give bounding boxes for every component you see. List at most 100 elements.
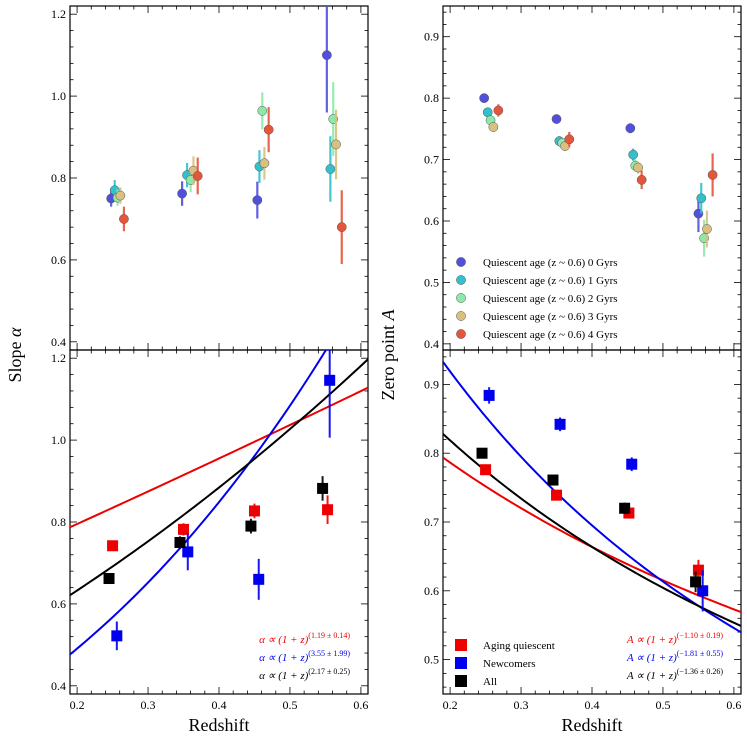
right-ylabel: Zero point A [378,309,398,401]
zp-bottom-fit-line [443,361,741,634]
slope-top-point [177,188,187,199]
zp-top-legend-label: Quiescent age (z ~ 0.6) 0 Gyrs [483,257,618,269]
zp-top-legend-label: Quiescent age (z ~ 0.6) 2 Gyrs [483,293,618,305]
slope-bottom-point [317,482,329,494]
slope-bottom-point [103,573,115,585]
zp-bottom-fit-formula: A ∝ (1 + z) [626,652,677,664]
zp-bottom-point [697,585,709,597]
slope-top-point [115,190,126,201]
zp-top-point [633,162,643,173]
slope-bottom-fit-annotation: α ∝ (1 + z)(1.19 ± 0.14) [259,631,350,646]
zp-top-point [551,114,562,124]
zp-bottom-point [619,502,631,514]
zp-bottom-xtick-label: 0.3 [514,698,529,712]
zp-top-panel: 0.4 0.5 0.6 0.7 0.8 0.9 Quiescent age (z ~ 0.6… [424,5,742,351]
zp-bottom-point [690,576,702,588]
slope-bottom-ytick-label: 1.0 [51,433,66,447]
zp-bottom-point [547,474,559,486]
zp-top-point [636,174,647,185]
zp-bottom-legend-marker [455,639,467,651]
slope-bottom-xtick-label: 0.6 [353,698,368,712]
zp-bottom-ytick-label: 0.7 [424,515,439,529]
slope-top-point [259,158,270,169]
zp-top-ytick-label: 0.9 [424,30,439,44]
slope-bottom-fit-line [70,350,328,656]
zp-top-ytick-label: 0.4 [424,337,439,351]
slope-top-ytick-label: 0.8 [51,171,66,185]
zp-bottom-xtick-label: 0.6 [726,698,741,712]
zp-bottom-fit-line [443,433,741,627]
zp-top-point [696,193,707,204]
zp-top-ytick-label: 0.8 [424,91,439,105]
slope-top-ytick-label: 0.4 [51,335,66,349]
slope-bottom-xlabel: Redshift [189,715,250,735]
zp-top-point [488,122,499,132]
slope-top-ytick-label: 1.0 [51,89,66,103]
zp-bottom-point [483,389,495,401]
zp-top-legend-marker [456,293,466,303]
slope-bottom-point [324,374,336,386]
slope-bottom-fit-annotation: α ∝ (1 + z)(2.17 ± 0.25) [259,667,350,682]
slope-bottom-point [322,504,334,516]
slope-bottom-point [178,523,190,535]
zp-bottom-legend-label: Aging quiescent [483,640,555,652]
zp-bottom-fit-annotation: A ∝ (1 + z)(−1.36 ± 0.26) [626,667,723,682]
zp-bottom-fit-exponent: (−1.10 ± 0.19) [677,631,724,640]
slope-bottom-point [245,520,257,532]
zp-bottom-fit-annotation: A ∝ (1 + z)(−1.10 ± 0.19) [626,631,723,646]
slope-bottom-point [182,546,194,558]
slope-bottom-ytick-label: 0.4 [51,679,66,693]
slope-top-point [336,222,347,232]
zp-top-point [493,105,504,116]
slope-top-point [257,105,268,116]
slope-bottom-frame [69,349,369,695]
slope-top-point [119,214,129,224]
slope-bottom-fit-line [70,386,368,529]
zp-bottom-legend-label: All [483,676,497,688]
slope-bottom-xtick-label: 0.5 [282,698,297,712]
slope-top-ytick-label: 0.6 [51,253,66,267]
zp-bottom-fit-exponent: (−1.81 ± 0.55) [677,649,724,658]
slope-bottom-fit-annotation: α ∝ (1 + z)(3.55 ± 1.99) [259,649,350,664]
slope-top-panel: 0.4 0.6 0.8 1.0 1.2 [51,5,369,351]
zp-top-legend-label: Quiescent age (z ~ 0.6) 3 Gyrs [483,311,618,323]
zp-top-ytick-label: 0.5 [424,275,439,289]
slope-top-point [331,139,341,150]
slope-bottom-xtick-label: 0.2 [70,698,85,712]
zp-top-point [707,170,718,180]
zp-bottom-fit-formula: A ∝ (1 + z) [626,670,677,682]
slope-top-ytick-label: 1.2 [51,7,66,21]
zp-bottom-fit-formula: A ∝ (1 + z) [626,634,677,646]
zp-bottom-legend-marker [455,657,467,669]
slope-bottom-point [107,540,119,552]
zp-bottom-ytick-label: 0.6 [424,584,439,598]
zp-bottom-legend-marker [455,675,467,687]
zp-top-ytick-label: 0.6 [424,214,439,228]
zp-bottom-panel: 0.2 0.3 0.4 0.5 0.6 0.5 0.6 0.7 0.8 0.9 Aging quie… [424,349,742,735]
slope-bottom-point [174,536,186,548]
zp-bottom-point [476,447,488,459]
zp-top-point [564,134,575,145]
slope-bottom-xtick-label: 0.3 [141,698,156,712]
zp-bottom-xlabel: Redshift [562,715,623,735]
zp-bottom-ytick-label: 0.8 [424,446,439,460]
zp-top-point [702,224,712,234]
zp-bottom-xtick-label: 0.4 [585,698,600,712]
slope-bottom-fit-exponent: (2.17 ± 0.25) [308,667,350,676]
zp-top-point [625,123,636,134]
slope-top-point [252,195,263,205]
slope-bottom-fit-formula: α ∝ (1 + z) [259,652,308,664]
slope-bottom-fit-exponent: (3.55 ± 1.99) [308,649,350,658]
slope-top-point [263,124,274,135]
zp-top-ytick-label: 0.7 [424,153,439,167]
slope-bottom-fit-line [70,358,368,596]
zp-bottom-legend-label: Newcomers [483,658,536,670]
zp-bottom-xtick-label: 0.5 [655,698,670,712]
zp-top-legend-label: Quiescent age (z ~ 0.6) 4 Gyrs [483,329,618,341]
slope-top-point [192,171,203,181]
zp-bottom-xtick-label: 0.2 [443,698,458,712]
zp-top-legend-marker [456,329,466,339]
slope-bottom-point [253,573,265,585]
slope-bottom-ytick-label: 1.2 [51,351,66,365]
